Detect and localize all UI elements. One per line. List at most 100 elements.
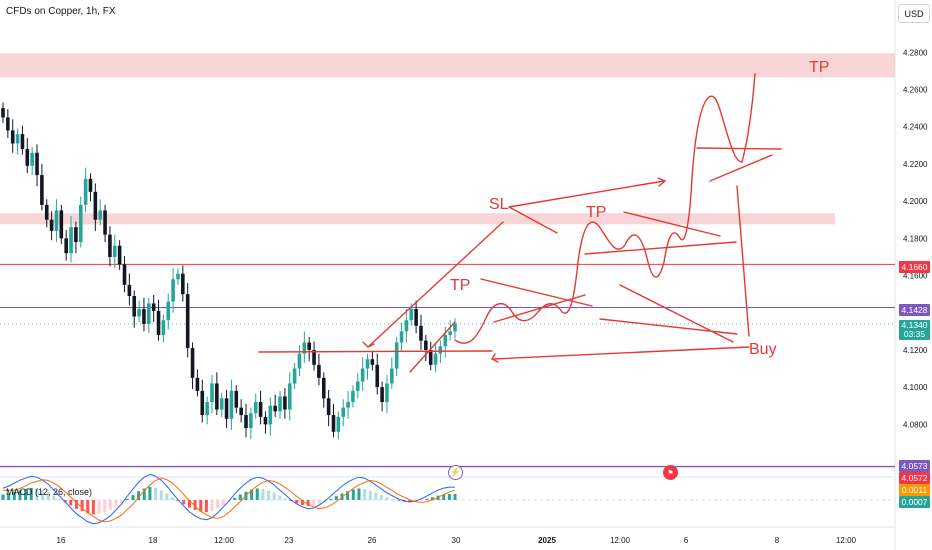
candle — [161, 320, 166, 336]
candle — [428, 349, 433, 365]
x-tick-label: 8 — [775, 536, 780, 545]
candle — [244, 415, 248, 429]
y-tick-label: 4.2600 — [903, 86, 928, 95]
macd-bar — [182, 500, 186, 505]
macd-bar — [29, 487, 33, 500]
macd-line — [2, 473, 455, 525]
macd-bar — [267, 490, 271, 500]
candle — [44, 204, 49, 220]
macd-value-tag: 0.0011 — [899, 484, 930, 496]
candles — [1, 102, 457, 440]
macd-bar — [58, 498, 61, 500]
macd-bar — [142, 488, 146, 500]
candle — [239, 407, 243, 416]
candle — [438, 346, 443, 354]
sl-label: SL — [489, 196, 509, 213]
macd-bar — [41, 490, 45, 500]
lightning-icon[interactable]: ⚡ — [448, 465, 463, 480]
candle — [390, 368, 394, 384]
candle — [59, 210, 64, 239]
tp-channel-3 — [696, 147, 782, 182]
candle — [185, 294, 190, 349]
candle — [331, 415, 336, 432]
macd-bar — [86, 500, 90, 514]
candle — [292, 368, 297, 384]
macd-bar — [120, 500, 124, 504]
x-tick-label: 30 — [452, 536, 461, 545]
macd-bar — [300, 500, 304, 505]
tp-label: TP — [450, 277, 470, 294]
us-flag-icon[interactable]: ⚑ — [663, 465, 678, 480]
macd-bar — [368, 490, 372, 500]
macd-bar — [108, 500, 112, 510]
macd-bar — [329, 498, 333, 500]
candle — [399, 331, 404, 343]
macd-bar — [380, 495, 384, 500]
candle — [6, 117, 10, 131]
macd-bar — [7, 493, 11, 500]
macd-bar — [317, 500, 321, 504]
macd-bar — [278, 495, 282, 500]
macd-bar — [74, 500, 78, 509]
macd-bar — [346, 491, 350, 500]
candle — [112, 245, 117, 257]
resistance-zone — [0, 213, 835, 225]
candle — [302, 342, 307, 354]
candle — [122, 264, 127, 285]
candle — [224, 398, 229, 419]
candle — [195, 377, 200, 391]
macd-bar — [131, 495, 135, 500]
candle — [351, 390, 355, 403]
macd-bar — [453, 493, 457, 500]
tp-channel-2 — [584, 211, 737, 255]
candle — [20, 134, 25, 150]
macd-bar — [351, 489, 355, 500]
currency-button[interactable]: USD — [898, 4, 930, 23]
macd-bar — [261, 489, 265, 500]
macd-bar — [125, 498, 129, 500]
candle — [215, 383, 219, 410]
trade-annotations — [258, 73, 782, 373]
candle — [108, 234, 112, 257]
macd-bar — [397, 500, 400, 501]
buy-arrows — [493, 185, 750, 360]
macd-bar — [221, 500, 225, 505]
candle — [176, 273, 180, 280]
resistance-zone — [0, 53, 895, 78]
candle — [375, 364, 380, 388]
projection-wave — [454, 73, 756, 344]
candle — [419, 325, 423, 341]
x-tick-label: 16 — [57, 536, 66, 545]
macd-bar — [436, 495, 440, 500]
macd-bar — [419, 500, 423, 501]
x-tick-label: 6 — [684, 536, 689, 545]
macd-bar — [69, 500, 73, 506]
candle — [219, 398, 224, 410]
x-tick-label: 12:00 — [610, 536, 631, 545]
candle — [253, 402, 258, 414]
macd-bar — [385, 497, 389, 500]
macd-bar — [210, 500, 214, 511]
rising-line — [409, 321, 456, 373]
candle — [278, 396, 282, 412]
candle — [394, 342, 399, 369]
x-tick-label: 23 — [285, 536, 294, 545]
candle — [78, 204, 83, 243]
macd-bar — [187, 500, 191, 508]
candle — [341, 407, 346, 417]
candle — [74, 227, 78, 243]
candle — [443, 335, 448, 347]
macd-bar — [238, 494, 242, 500]
candle — [35, 152, 39, 176]
candle — [88, 178, 93, 192]
macd-indicator-label[interactable]: MACD (12, 26, close) — [6, 487, 93, 497]
macd-bar — [171, 497, 174, 500]
y-tick-label: 4.2000 — [903, 197, 928, 206]
candle — [249, 413, 253, 429]
candle — [40, 175, 44, 205]
macd-bar — [250, 489, 254, 500]
candle — [10, 130, 15, 144]
candle — [64, 238, 68, 254]
macd-bar — [80, 500, 84, 511]
